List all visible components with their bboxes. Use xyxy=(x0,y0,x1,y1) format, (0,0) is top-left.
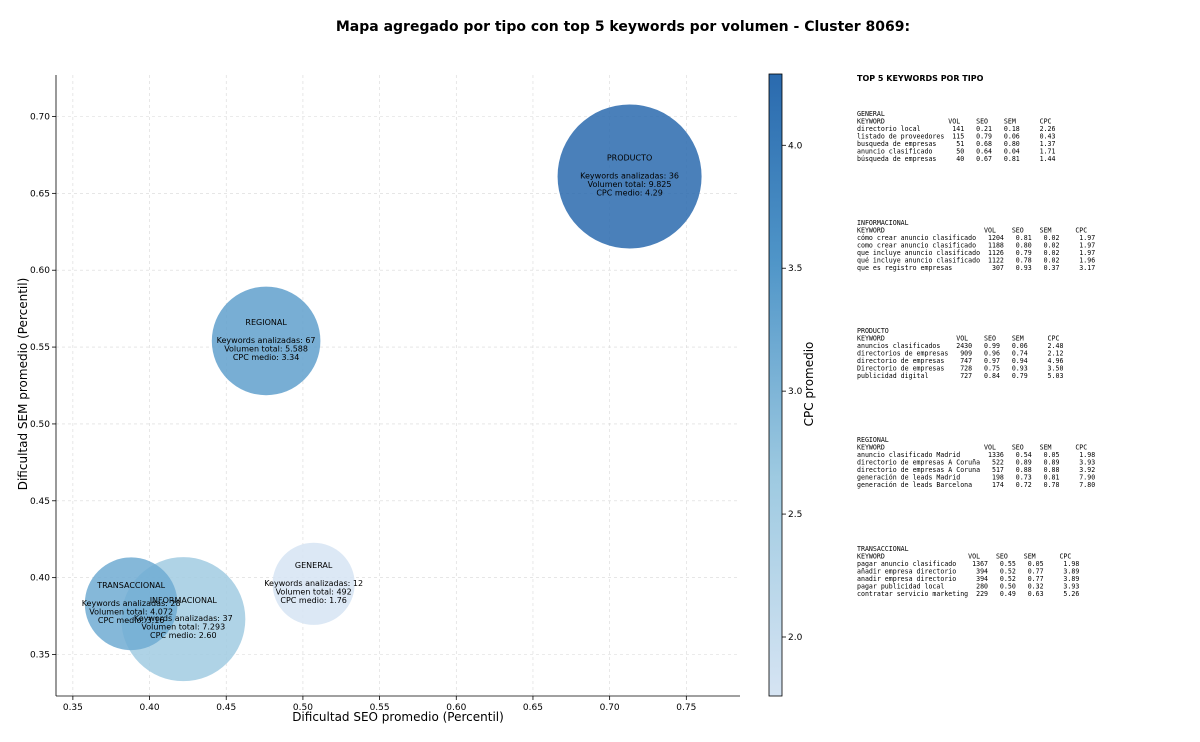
group-name: REGIONAL xyxy=(857,436,889,444)
y-tick-label: 0.55 xyxy=(30,343,50,353)
keyword-row: Directorio de empresas 728 0.75 0.93 3.5… xyxy=(857,365,1063,373)
bubble-stat-label: Volumen total: 9.825 xyxy=(588,180,672,189)
bubble-regional xyxy=(211,286,321,396)
keyword-row: pagar anuncio clasificado 1367 0.55 0.05… xyxy=(857,560,1079,568)
group-header: KEYWORD VOL SEO SEM CPC xyxy=(857,227,1087,235)
y-tick-label: 0.60 xyxy=(30,266,50,276)
keyword-row: anuncios clasificados 2430 0.99 0.06 2.4… xyxy=(857,342,1063,350)
panel-title: TOP 5 KEYWORDS POR TIPO xyxy=(857,74,984,83)
bubble-transaccional xyxy=(84,557,178,651)
bubble-stat-label: Volumen total: 7.293 xyxy=(141,623,225,632)
keyword-row: que es registro empresas 307 0.93 0.37 3… xyxy=(857,264,1095,272)
x-tick-label: 0.60 xyxy=(446,703,466,713)
keyword-row: directorio de empresas 747 0.97 0.94 4.9… xyxy=(857,357,1063,365)
bubble-type-label: REGIONAL xyxy=(245,318,287,327)
y-tick-label: 0.40 xyxy=(30,574,50,584)
keyword-row: cómo crear anuncio clasificado 1204 0.81… xyxy=(857,234,1095,242)
keyword-row: directorio local 141 0.21 0.18 2.26 xyxy=(857,125,1056,133)
keyword-row: directorio de empresas A Coruna 517 0.88… xyxy=(857,466,1095,474)
colorbar-tick-label: 2.0 xyxy=(788,633,803,643)
colorbar-tick-label: 3.0 xyxy=(788,387,803,397)
keyword-row: contratar servicio marketing 229 0.49 0.… xyxy=(857,590,1079,598)
keyword-row: añadir empresa directorio 394 0.52 0.77 … xyxy=(857,568,1079,576)
keyword-row: anuncio clasificado 50 0.64 0.04 1.71 xyxy=(857,148,1056,156)
colorbar: 2.0 2.5 3.0 3.5 4.0 xyxy=(768,73,803,697)
bubble-stat-label: CPC medio: 1.76 xyxy=(280,596,347,605)
keyword-row: generación de leads Barcelona 174 0.72 0… xyxy=(857,481,1095,489)
colorbar-tick-label: 3.5 xyxy=(788,264,802,274)
ticks: 0.35 0.40 0.45 0.50 0.55 0.60 0.65 0.70 0.75 0.35… xyxy=(30,113,696,713)
colorbar-tick-label: 2.5 xyxy=(788,510,802,520)
x-tick-label: 0.65 xyxy=(523,703,543,713)
keyword-row: generación de leads Madrid 198 0.73 0.81… xyxy=(857,474,1095,482)
keyword-row: listado de proveedores 115 0.79 0.06 0.4… xyxy=(857,133,1056,141)
x-tick-label: 0.40 xyxy=(140,703,160,713)
group-name: PRODUCTO xyxy=(857,327,889,335)
x-tick-label: 0.35 xyxy=(63,703,83,713)
bubble-stat-label: Keywords analizadas: 28 xyxy=(82,599,181,608)
x-tick-label: 0.75 xyxy=(676,703,696,713)
y-tick-label: 0.45 xyxy=(30,497,50,507)
x-axis-label: Dificultad SEO promedio (Percentil) xyxy=(292,710,504,724)
bubble-stat-label: Keywords analizadas: 67 xyxy=(217,336,316,345)
y-tick-label: 0.35 xyxy=(30,650,50,660)
axes xyxy=(55,75,740,697)
x-tick-label: 0.55 xyxy=(370,703,390,713)
colorbar-gradient xyxy=(768,73,783,697)
y-axis-label: Dificultad SEM promedio (Percentil) xyxy=(16,278,30,491)
colorbar-tick-label: 4.0 xyxy=(788,141,803,151)
chart-title: Mapa agregado por tipo con top 5 keyword… xyxy=(336,19,910,35)
x-tick-label: 0.50 xyxy=(293,703,313,713)
keyword-row: pagar publicidad local 280 0.50 0.32 3.9… xyxy=(857,583,1079,591)
bubble-producto xyxy=(557,104,702,249)
keyword-row: qué incluye anuncio clasificado 1122 0.7… xyxy=(857,257,1095,265)
keyword-row: busqueda de empresas 51 0.68 0.80 1.37 xyxy=(857,140,1056,148)
bubble-stat-label: CPC medio: 4.29 xyxy=(596,188,663,197)
group-header: KEYWORD VOL SEO SEM CPC xyxy=(857,553,1071,561)
group-name: GENERAL xyxy=(857,110,885,118)
keyword-row: como crear anuncio clasificado 1188 0.80… xyxy=(857,242,1095,250)
keyword-row: anuncio clasificado Madrid 1336 0.54 0.0… xyxy=(857,451,1095,459)
keyword-row: anadir empresa directorio 394 0.52 0.77 … xyxy=(857,575,1079,583)
bubble-stat-label: Volumen total: 5.588 xyxy=(224,344,308,353)
group-header: KEYWORD VOL SEO SEM CPC xyxy=(857,444,1087,452)
y-tick-label: 0.70 xyxy=(30,113,50,123)
bubble-stat-label: Keywords analizadas: 36 xyxy=(580,171,679,180)
y-tick-label: 0.50 xyxy=(30,420,50,430)
keyword-row: que incluye anuncio clasificado 1126 0.7… xyxy=(857,249,1095,257)
group-name: TRANSACCIONAL xyxy=(857,545,909,553)
keyword-row: directorio de empresas A Coruña 522 0.89… xyxy=(857,459,1095,467)
colorbar-label: CPC promedio xyxy=(802,342,816,427)
x-tick-label: 0.70 xyxy=(600,703,620,713)
bubble-general xyxy=(272,542,355,625)
group-header: KEYWORD VOL SEO SEM CPC xyxy=(857,335,1059,343)
bubble-type-label: INFORMACIONAL xyxy=(150,596,218,605)
keyword-row: publicidad digital 727 0.84 0.79 5.03 xyxy=(857,372,1063,380)
bubble-stat-label: Keywords analizadas: 37 xyxy=(134,614,233,623)
bubble-type-label: GENERAL xyxy=(295,561,333,570)
y-tick-label: 0.65 xyxy=(30,189,50,199)
bubble-stat-label: Volumen total: 4.072 xyxy=(89,607,173,616)
group-header: KEYWORD VOL SEO SEM CPC xyxy=(857,118,1052,126)
bubble-type-label: PRODUCTO xyxy=(607,153,652,162)
group-name: INFORMACIONAL xyxy=(857,219,909,227)
bubble-stat-label: Volumen total: 492 xyxy=(276,587,352,596)
bubble-stat-label: CPC medio: 2.60 xyxy=(150,631,217,640)
bubble-stat-label: Keywords analizadas: 12 xyxy=(264,579,363,588)
bubble-stat-label: CPC medio: 3.16 xyxy=(98,616,165,625)
x-tick-label: 0.45 xyxy=(216,703,236,713)
bubble-type-label: TRANSACCIONAL xyxy=(96,581,165,590)
bubble-stat-label: CPC medio: 3.34 xyxy=(233,353,300,362)
keyword-row: búsqueda de empresas 40 0.67 0.81 1.44 xyxy=(857,155,1056,163)
keyword-row: directorios de empresas 909 0.96 0.74 2.… xyxy=(857,350,1063,358)
